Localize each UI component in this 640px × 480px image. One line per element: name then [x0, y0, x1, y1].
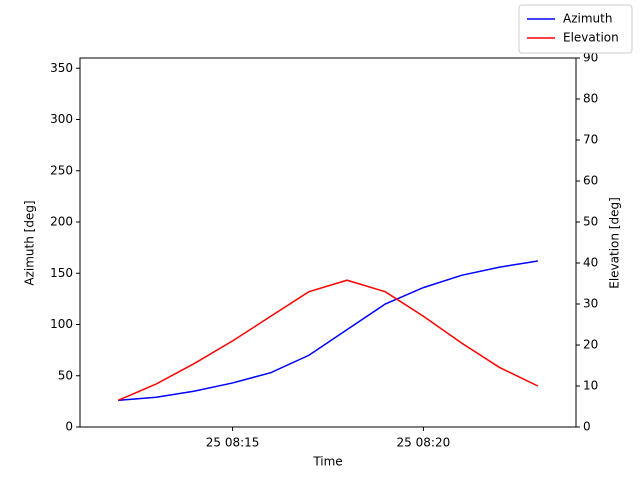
y2-axis-label: Elevation [deg]: [608, 197, 622, 289]
y2-tick-label: 70: [583, 133, 598, 147]
y2-tick-label: 60: [583, 174, 598, 188]
y2-tick-label: 20: [583, 338, 598, 352]
plot-frame: [79, 57, 577, 428]
legend-box: [518, 4, 633, 54]
y-tick-label: 0: [65, 420, 73, 434]
y-tick-label: 250: [50, 163, 73, 177]
y2-tick-label: 80: [583, 92, 598, 106]
y-tick-label: 150: [50, 266, 73, 280]
legend-label: Elevation: [563, 31, 619, 45]
legend-label: Azimuth: [563, 12, 612, 26]
y-tick-label: 350: [50, 61, 73, 75]
y2-tick-label: 10: [583, 379, 598, 393]
y-tick-label: 300: [50, 112, 73, 126]
y2-tick-label: 90: [583, 51, 598, 65]
x-axis-label: Time: [312, 455, 342, 469]
x-tick-label: 25 08:20: [397, 436, 451, 450]
y2-tick-label: 30: [583, 297, 598, 311]
y2-tick-label: 0: [583, 420, 591, 434]
x-tick-label: 25 08:15: [206, 436, 260, 450]
series-line: [117, 279, 539, 402]
y2-tick-label: 40: [583, 256, 598, 270]
y-tick-label: 200: [50, 215, 73, 229]
y-tick-label: 50: [58, 368, 73, 382]
y-axis-label: Azimuth [deg]: [23, 200, 37, 285]
series-line: [118, 260, 538, 402]
y-tick-label: 100: [50, 317, 73, 331]
y2-tick-label: 50: [583, 215, 598, 229]
